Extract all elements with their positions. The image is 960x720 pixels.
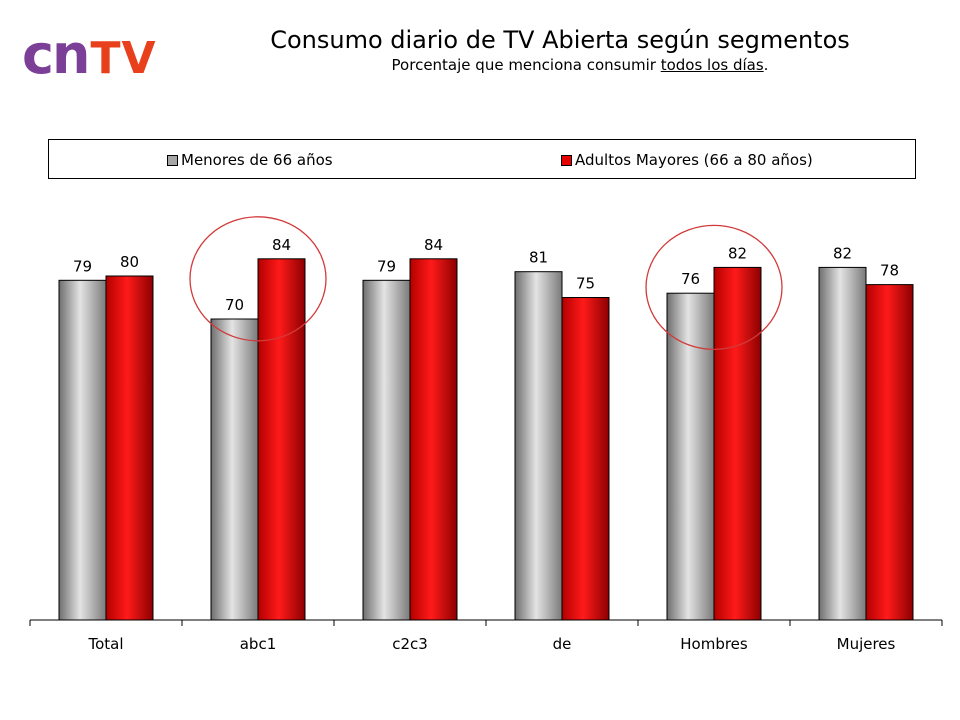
data-label: 81 <box>529 249 548 267</box>
bar-series1 <box>58 279 107 621</box>
x-tick-label: Hombres <box>680 635 748 653</box>
x-tick-label: Mujeres <box>837 635 896 653</box>
bar-series2 <box>409 258 458 621</box>
data-label: 84 <box>272 236 291 254</box>
bar-series2 <box>865 284 914 621</box>
chart-subtitle: Porcentaje que menciona consumir todos l… <box>300 56 860 74</box>
data-label: 80 <box>120 253 139 271</box>
data-label: 70 <box>225 296 244 314</box>
x-tick-label: de <box>553 635 572 653</box>
bar-series2 <box>561 297 610 621</box>
subtitle-end: . <box>763 56 769 74</box>
x-tick-label: c2c3 <box>392 635 428 653</box>
data-label: 75 <box>576 275 595 293</box>
chart-legend: Menores de 66 años Adultos Mayores (66 a… <box>48 139 916 179</box>
legend-label-series2: Adultos Mayores (66 a 80 años) <box>575 151 813 169</box>
legend-swatch-series1 <box>167 154 178 166</box>
bar-series2 <box>713 266 762 621</box>
highlight-circle <box>189 216 327 342</box>
bar-series2 <box>105 275 154 621</box>
legend-item-series1: Menores de 66 años <box>167 151 333 169</box>
bar-series2 <box>257 258 306 621</box>
bar-series1 <box>514 271 563 621</box>
bar-series1 <box>818 266 867 621</box>
logo-tv: TV <box>90 33 157 84</box>
bar-series1 <box>210 318 259 621</box>
subtitle-text: Porcentaje que menciona consumir <box>391 56 661 74</box>
subtitle-underlined: todos los días <box>660 56 764 74</box>
x-tick-label: Total <box>87 635 123 653</box>
x-tick-label: abc1 <box>240 635 277 653</box>
data-label: 82 <box>728 244 747 262</box>
legend-item-series2: Adultos Mayores (66 a 80 años) <box>561 151 813 169</box>
chart-title: Consumo diario de TV Abierta según segme… <box>270 26 850 54</box>
data-label: 76 <box>681 270 700 288</box>
legend-swatch-series2 <box>561 154 572 166</box>
cntv-logo: cn TV <box>22 23 157 86</box>
data-label: 82 <box>833 244 852 262</box>
data-label: 79 <box>73 257 92 275</box>
highlight-circle <box>645 224 783 351</box>
data-label: 84 <box>424 236 443 254</box>
data-label: 79 <box>377 257 396 275</box>
data-label: 78 <box>880 262 899 280</box>
logo-cn: cn <box>22 23 90 86</box>
legend-label-series1: Menores de 66 años <box>181 151 333 169</box>
bar-series1 <box>666 292 715 621</box>
bar-series1 <box>362 279 411 621</box>
